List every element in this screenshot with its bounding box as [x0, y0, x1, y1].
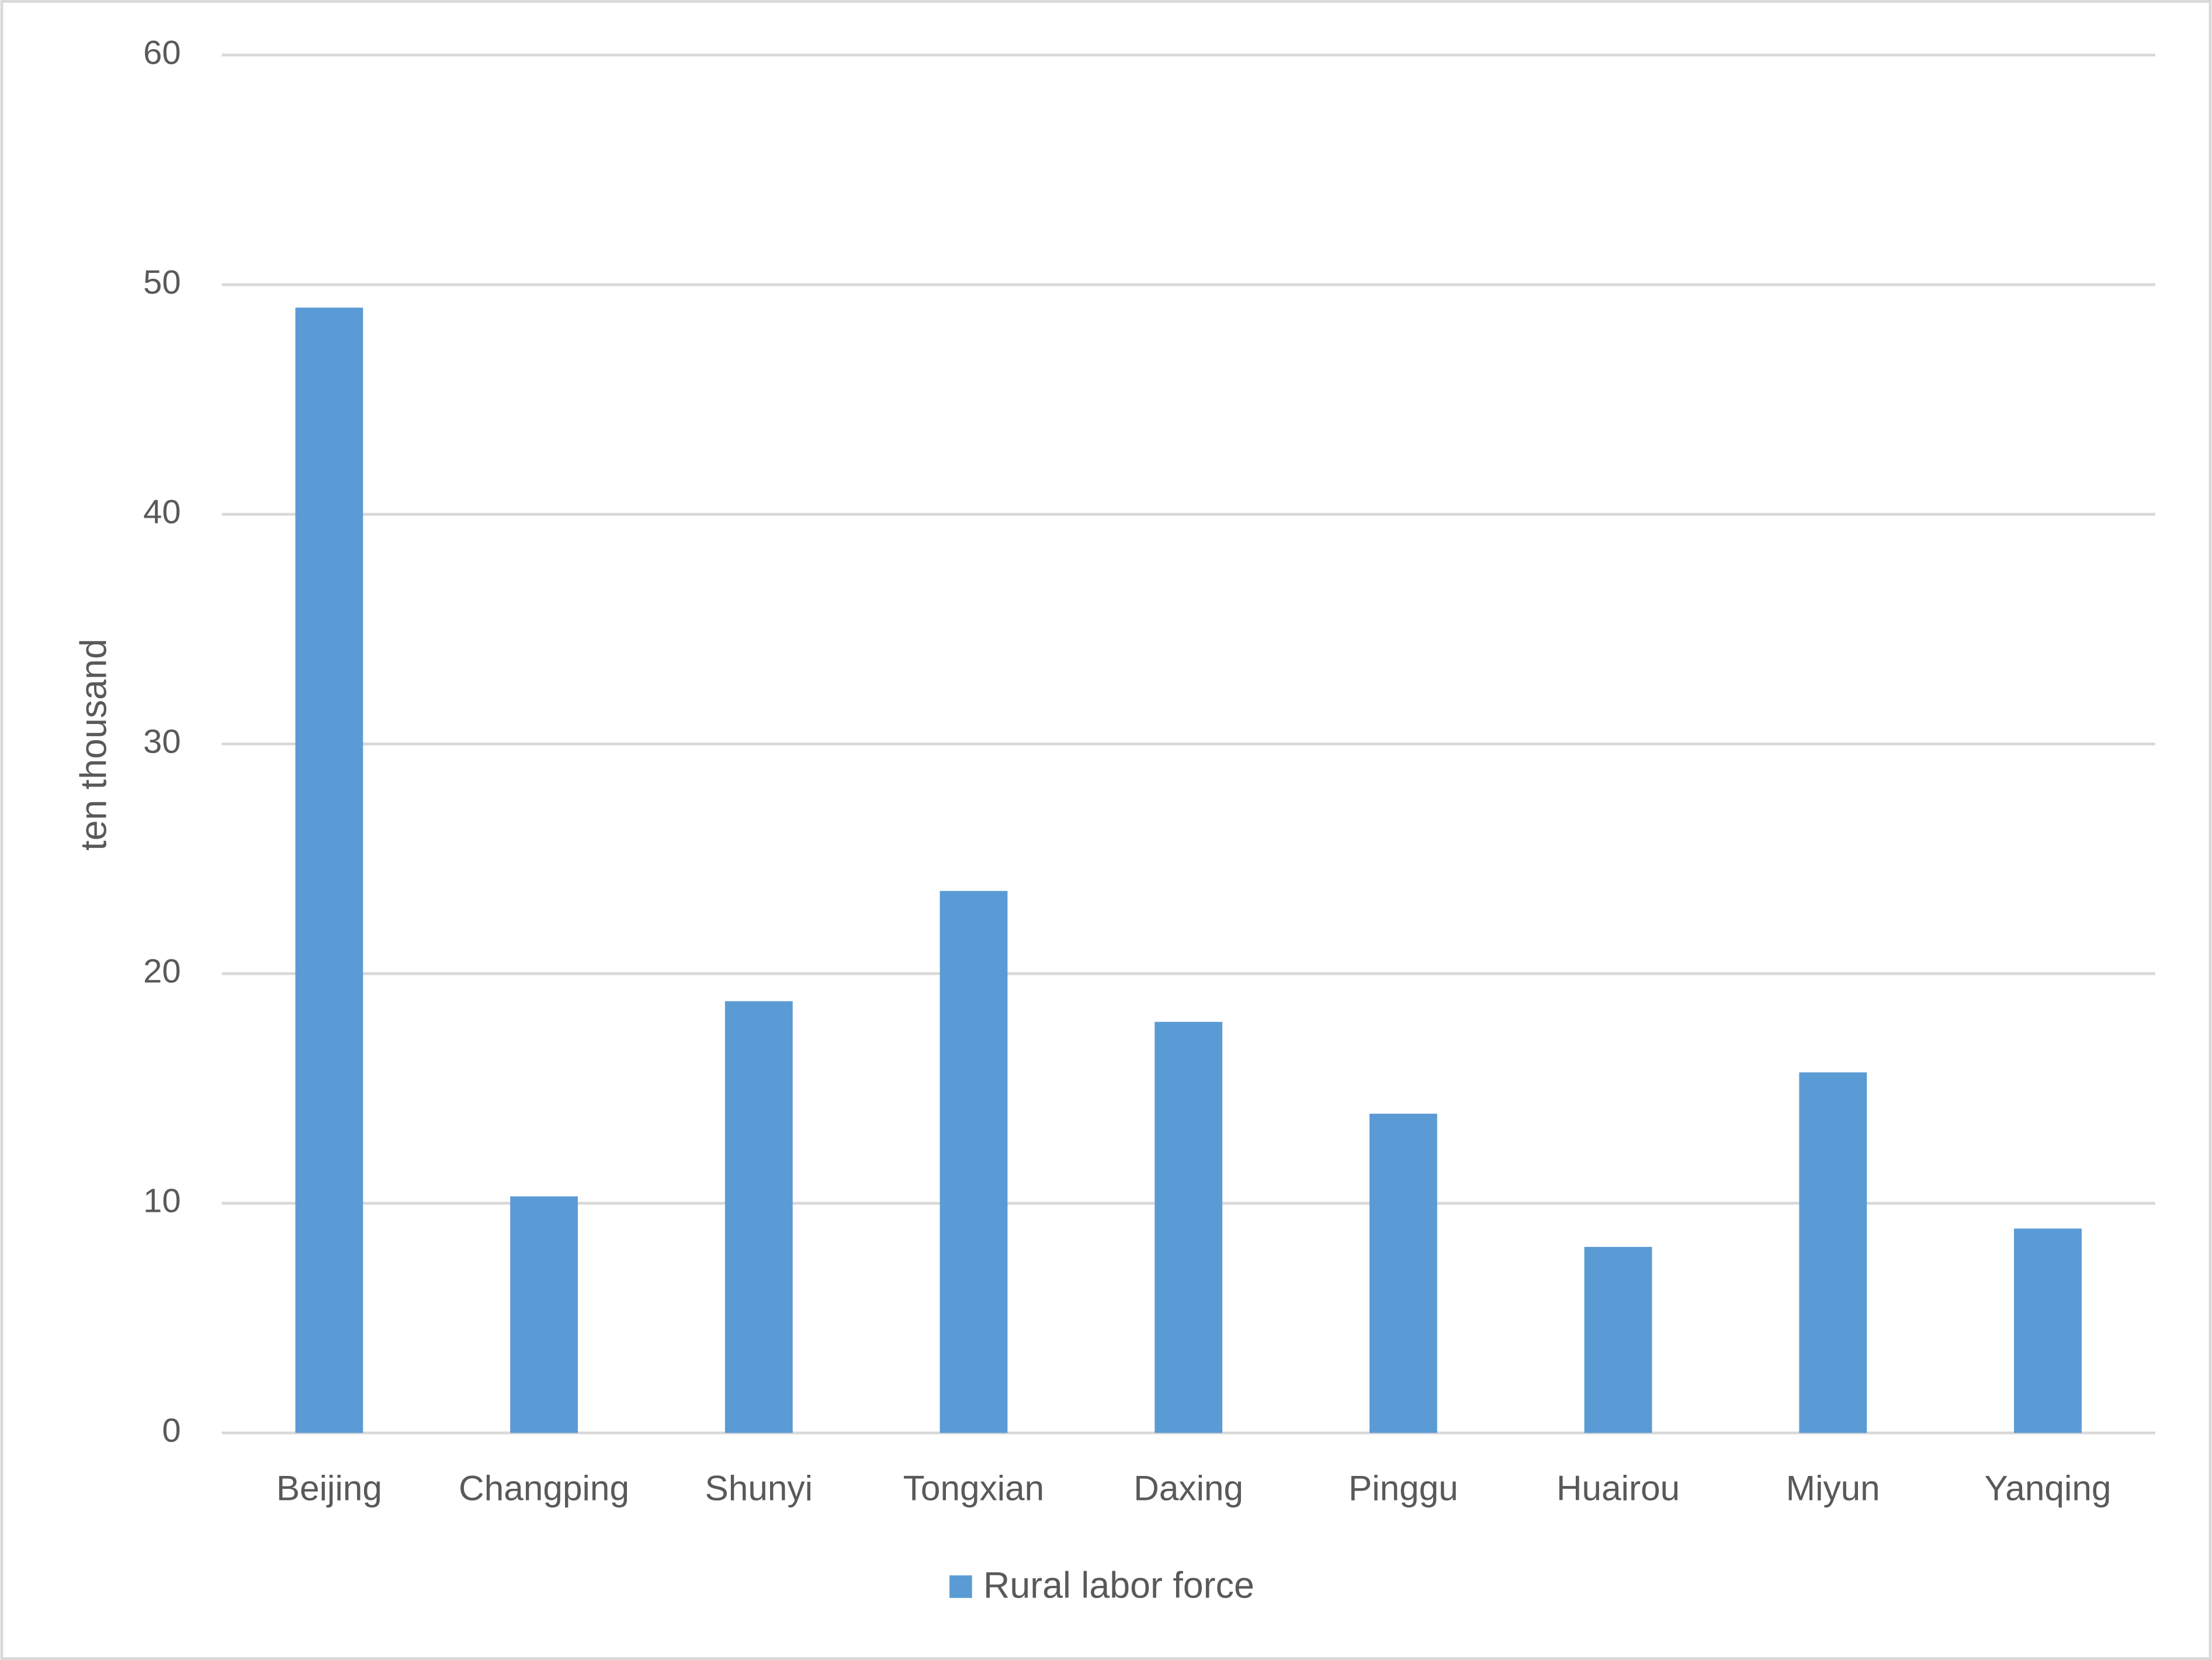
bar [939, 890, 1008, 1433]
bar [2014, 1228, 2082, 1433]
y-tick-label: 50 [143, 264, 181, 301]
y-tick-label: 0 [162, 1412, 181, 1450]
x-tick-label: Daxing [1133, 1468, 1243, 1507]
y-tick-label: 30 [143, 723, 181, 761]
x-tick-label: Changping [459, 1468, 629, 1507]
y-axis-label: ten thousand [73, 639, 114, 851]
bar [1369, 1114, 1437, 1433]
bar [724, 1001, 793, 1433]
x-tick-label: Beijing [276, 1468, 382, 1507]
x-tick-label: Tongxian [903, 1468, 1045, 1507]
legend-label: Rural labor force [983, 1565, 1254, 1606]
legend-swatch [949, 1575, 972, 1598]
x-tick-label: Huairou [1556, 1468, 1680, 1507]
bar [1799, 1072, 1867, 1433]
y-tick-label: 40 [143, 494, 181, 531]
x-tick-label: Yanqing [1985, 1468, 2112, 1507]
y-tick-label: 60 [143, 34, 181, 71]
x-tick-label: Miyun [1786, 1468, 1880, 1507]
bar [295, 307, 363, 1433]
x-tick-label: Shunyi [705, 1468, 813, 1507]
bar [1154, 1021, 1223, 1433]
y-tick-label: 20 [143, 953, 181, 990]
bar [510, 1196, 578, 1433]
x-tick-label: Pinggu [1348, 1468, 1458, 1507]
y-tick-label: 10 [143, 1183, 181, 1220]
bar [1584, 1247, 1652, 1433]
